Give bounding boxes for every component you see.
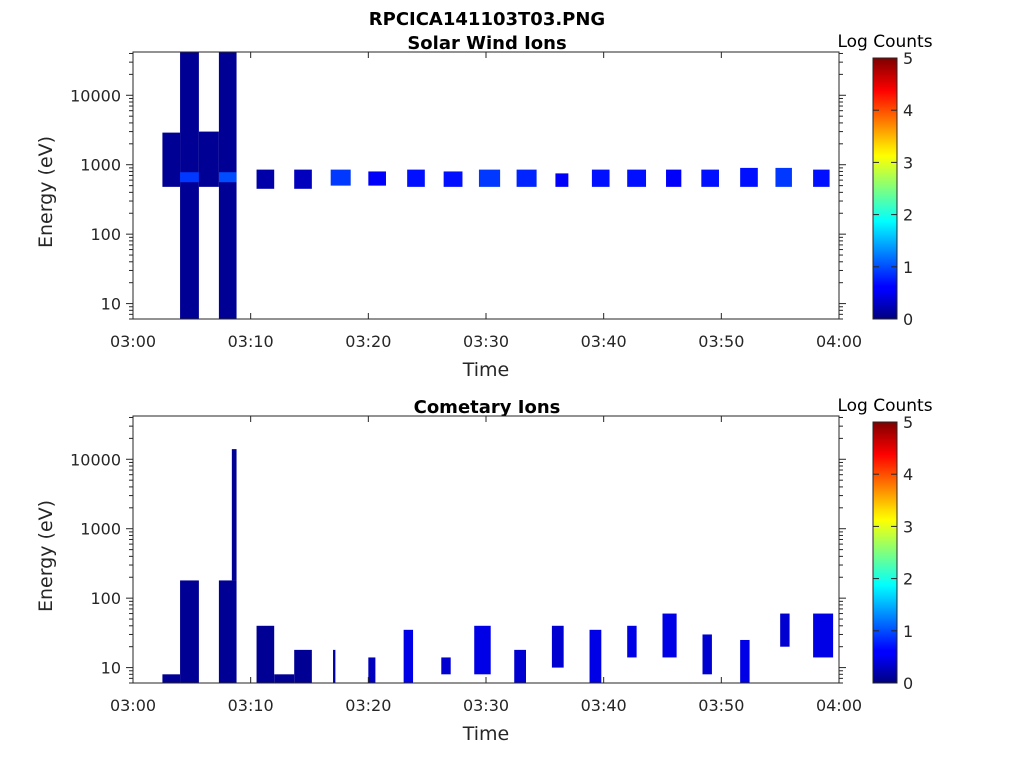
heatmap-cell [780,613,790,647]
x-tick-label: 03:00 [110,696,156,715]
x-tick-label: 03:20 [345,696,391,715]
colorbar-tick-label: 5 [903,49,913,68]
y-tick-label: 100 [90,225,121,244]
y-axis-label: Energy (eV) [35,500,57,612]
colorbar-ticks: 0 1 2 3 4 5 [873,49,913,329]
heatmap-cell [180,52,199,319]
heatmap-cell [162,132,181,187]
x-tick-label: 03:50 [698,332,744,351]
colorbar-tick-label: 5 [903,413,913,432]
colorbar-tick-label: 4 [903,465,913,484]
y-tick-label: 10000 [70,86,121,105]
heatmap-cell [274,674,295,683]
colorbar-tick-label: 0 [903,310,913,329]
x-tick-label: 03:10 [228,696,274,715]
heatmap-cell [162,674,181,683]
heatmap-cells [162,52,830,319]
x-tick-label: 03:30 [463,332,509,351]
heatmap-cell [180,172,199,183]
colorbar [872,57,898,320]
heatmap-cell [218,172,237,183]
heatmap-cell [589,629,602,683]
heatmap-cell [551,625,564,668]
colorbar-tick-label: 2 [903,570,913,589]
x-tick-label: 03:00 [110,332,156,351]
x-tick-label: 03:20 [345,332,391,351]
x-axis-label: Time [462,359,510,381]
x-axis-label: Time [462,723,510,745]
heatmap-cell [591,169,610,187]
colorbar-tick-label: 3 [903,153,913,172]
heatmap-cell [740,639,750,683]
y-tick-label: 10000 [70,450,121,469]
heatmap-cell [478,169,501,187]
colorbar-tick-label: 4 [903,101,913,120]
heatmap-cell [231,449,237,581]
heatmap-cell [256,625,275,683]
x-tick-label: 03:50 [698,696,744,715]
panel-solar-wind: Solar Wind Ions 03:00 03:10 03:20 03:30 03:4… [35,32,933,381]
colorbar-label: Log Counts [837,396,932,416]
heatmap-cell [627,169,647,187]
colorbar-ticks: 0 1 2 3 4 5 [873,413,913,693]
heatmap-cell [333,649,336,683]
heatmap-cell [443,171,463,187]
y-tick-label: 1000 [80,156,121,175]
x-tick-label: 03:10 [228,332,274,351]
colorbar-tick-label: 1 [903,258,913,277]
x-tick-label: 04:00 [816,696,862,715]
x-tick-label: 03:40 [581,696,627,715]
figure-title: RPCICA141103T03.PNG [369,9,605,30]
heatmap-cell [701,169,719,187]
heatmap-cell [441,657,451,675]
x-tick-label: 03:30 [463,696,509,715]
y-tick-label: 100 [90,589,121,608]
x-axis: 03:00 03:10 03:20 03:30 03:40 03:50 04:00 [110,416,862,715]
heatmap-cell [368,657,376,683]
heatmap-cell [662,613,677,658]
colorbar [872,421,898,684]
y-tick-label: 1000 [80,520,121,539]
panel-title: Cometary Ions [414,397,561,418]
heatmap-cell [813,613,834,658]
heatmap-cell [256,169,275,189]
x-tick-label: 03:40 [581,332,627,351]
heatmap-cell [666,169,682,187]
heatmap-cell [627,625,637,658]
heatmap-cell [294,169,312,189]
heatmap-cell [180,580,199,683]
colorbar-tick-label: 1 [903,622,913,641]
heatmap-cells [162,449,834,683]
heatmap-cell [294,649,312,683]
heatmap-cell [775,167,792,187]
colorbar-tick-label: 0 [903,674,913,693]
heatmap-cell [516,169,537,187]
heatmap-cell [218,52,237,319]
heatmap-cell [198,131,219,187]
colorbar-tick-label: 3 [903,517,913,536]
heatmap-cell [474,625,491,675]
y-tick-label: 10 [101,295,121,314]
heatmap-cell [368,171,386,186]
y-axis: 10 100 1000 10000 [70,416,846,684]
x-tick-label: 04:00 [816,332,862,351]
heatmap-cell [514,649,527,683]
heatmap-cell [555,173,569,187]
heatmap-cell [330,169,351,186]
colorbar-label: Log Counts [837,32,932,52]
heatmap-cell [813,169,830,187]
y-axis: 10 100 1000 10000 [70,52,846,320]
heatmap-cell [403,629,414,683]
heatmap-cell [218,580,237,683]
y-tick-label: 10 [101,659,121,678]
panel-title: Solar Wind Ions [407,33,566,54]
colorbar-tick-label: 2 [903,206,913,225]
heatmap-cell [407,169,425,187]
panel-cometary: Cometary Ions 03:00 03:10 03:20 03:30 03:40 0… [35,396,933,745]
heatmap-cell [702,634,712,675]
x-axis: 03:00 03:10 03:20 03:30 03:40 03:50 04:00 [110,52,862,351]
heatmap-cell [740,167,758,187]
y-axis-label: Energy (eV) [35,136,57,248]
